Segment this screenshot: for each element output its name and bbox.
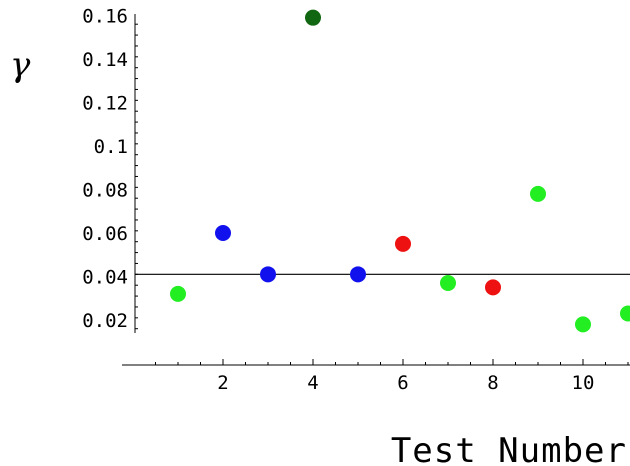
y-tick-label: 0.08 (82, 180, 128, 202)
axes: 2 4 6 8 10 0.02 0.04 0.06 0.08 0.1 0.12 0.14 0.16 (82, 6, 630, 394)
y-tick-label: 0.16 (82, 6, 128, 28)
data-point (485, 279, 501, 296)
x-tick-label: 10 (572, 372, 595, 394)
data-point (575, 316, 591, 333)
data-point (395, 235, 411, 252)
data-point (620, 305, 630, 322)
y-axis-title: γ (10, 45, 31, 85)
y-tick-label: 0.04 (82, 267, 128, 289)
y-tick-label: 0.1 (94, 136, 128, 158)
data-point (260, 266, 276, 283)
x-tick-label: 6 (397, 372, 408, 394)
x-axis-title: Test Number (391, 431, 627, 466)
x-tick-label: 2 (217, 372, 228, 394)
y-tick-label: 0.02 (82, 310, 128, 332)
y-tick-label: 0.06 (82, 223, 128, 245)
data-point (530, 185, 546, 202)
data-point (305, 9, 321, 26)
x-tick-label: 8 (487, 372, 498, 394)
data-point (440, 275, 456, 292)
data-point (170, 285, 186, 302)
y-tick-label: 0.12 (82, 93, 128, 115)
x-tick-label: 4 (307, 372, 318, 394)
data-point (215, 225, 231, 241)
data-points (170, 9, 630, 333)
y-tick-label: 0.14 (82, 49, 128, 71)
data-point (350, 266, 366, 283)
